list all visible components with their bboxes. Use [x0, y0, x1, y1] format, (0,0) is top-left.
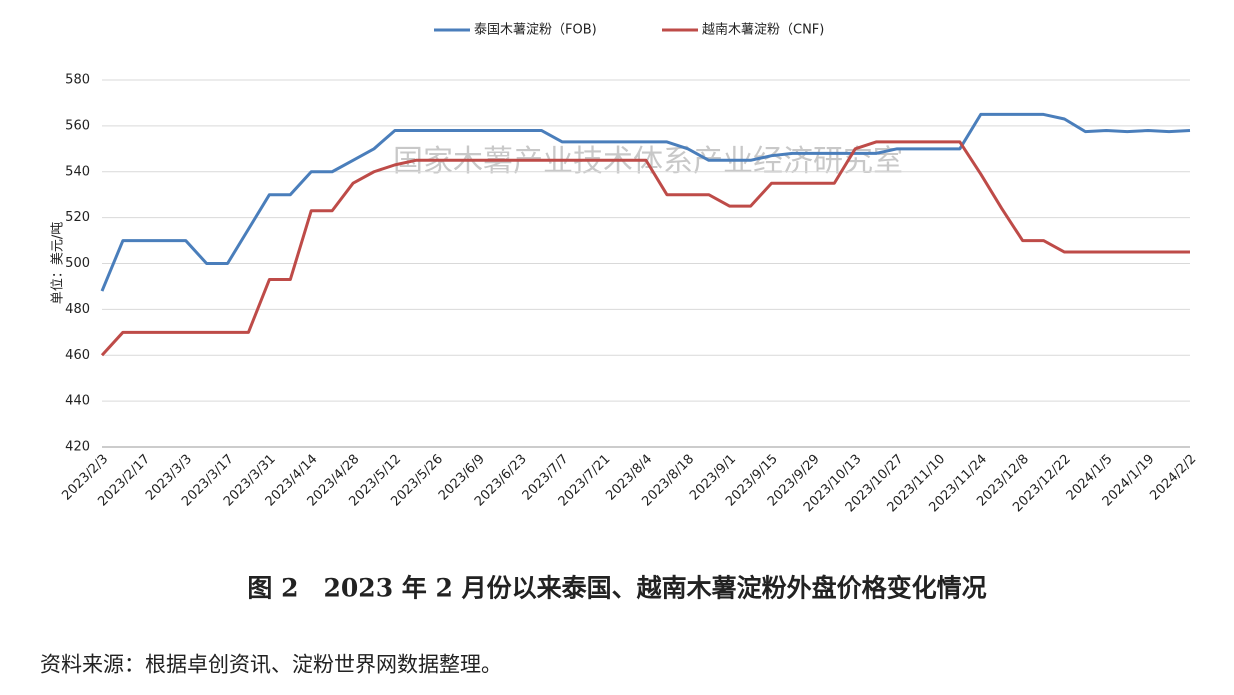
y-tick-label: 460: [65, 348, 90, 363]
legend-label: 泰国木薯淀粉（FOB): [474, 23, 597, 38]
source-note: 资料来源：根据卓创资讯、淀粉世界网数据整理。: [40, 653, 502, 677]
y-tick-label: 440: [65, 394, 90, 409]
x-tick-label: 2024/2/2: [1147, 452, 1199, 504]
y-tick-label: 500: [65, 256, 90, 271]
y-tick-label: 560: [65, 118, 90, 133]
y-axis-label: 单位：美元/吨: [51, 222, 66, 304]
data-line: [100, 140, 1190, 357]
y-tick-label: 580: [65, 73, 90, 88]
y-tick-label: 480: [65, 302, 90, 317]
y-tick-label: 540: [65, 164, 90, 179]
legend-label: 越南木薯淀粉（CNF): [702, 22, 824, 38]
y-tick-label: 520: [65, 210, 90, 225]
data-line: [100, 112, 1191, 292]
y-tick-label: 420: [65, 440, 90, 455]
caption: 图 2 2023 年 2 月份以来泰国、越南木薯淀粉外盘价格变化情况: [247, 574, 986, 603]
